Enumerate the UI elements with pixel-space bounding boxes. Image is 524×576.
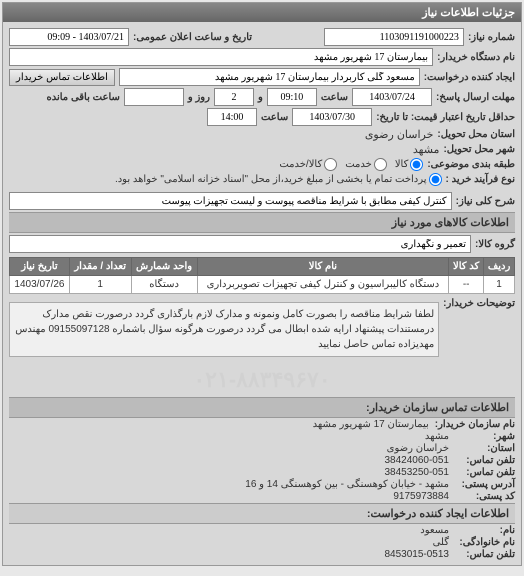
- requester-name-label: نام:: [455, 525, 515, 536]
- city-value: مشهد: [413, 143, 440, 156]
- org-name: بیمارستان 17 شهریور مشهد: [313, 419, 429, 430]
- watermark: ۰۲۱-۸۸۳۴۹۶۷۰: [9, 363, 515, 397]
- td-4: 1: [69, 276, 131, 294]
- td-1: --: [449, 276, 484, 294]
- group-field[interactable]: [9, 235, 471, 253]
- table-row[interactable]: 1 -- دستگاه کالیبراسیون و کنترل کیفی تجه…: [10, 276, 515, 294]
- requester-name: مسعود: [420, 525, 449, 536]
- response-deadline-label: مهلت ارسال پاسخ:: [436, 92, 515, 103]
- org-name-label: نام سازمان خریدار:: [435, 419, 515, 430]
- response-date-field[interactable]: [352, 88, 432, 106]
- panel-title: جزئیات اطلاعات نیاز: [3, 3, 521, 22]
- org-fax-label: تلفن تماس:: [455, 467, 515, 478]
- org-province: خراسان رضوی: [387, 443, 449, 454]
- need-number-label: شماره نیاز:: [468, 32, 515, 43]
- days-field[interactable]: [214, 88, 254, 106]
- need-desc-label: شرح کلی نیاز:: [456, 196, 515, 207]
- requester-phone: 8453015-0513: [384, 549, 449, 560]
- buyer-device-field[interactable]: [9, 48, 433, 66]
- requester-phone-label: تلفن تماس:: [455, 549, 515, 560]
- announce-label: تاریخ و ساعت اعلان عمومی:: [133, 32, 252, 43]
- contact-info-button[interactable]: اطلاعات تماس خریدار: [9, 69, 115, 86]
- td-5: 1403/07/26: [10, 276, 70, 294]
- th-3: واحد شمارش: [131, 258, 197, 276]
- hour-label-2: ساعت: [261, 112, 288, 123]
- hour-label-1: ساعت: [321, 92, 348, 103]
- radio-kala[interactable]: [410, 158, 423, 171]
- need-desc-field[interactable]: [9, 192, 452, 210]
- requester-lastname: گلی: [433, 537, 449, 548]
- province-label: استان محل تحویل:: [437, 129, 515, 140]
- radio-kala-label[interactable]: کالا: [395, 158, 424, 171]
- org-city-label: شهر:: [455, 431, 515, 442]
- th-4: تعداد / مقدار: [69, 258, 131, 276]
- td-0: 1: [484, 276, 515, 294]
- validity-date-field[interactable]: [292, 108, 372, 126]
- remaining-label: ساعت باقی مانده: [46, 92, 119, 103]
- validity-time-field[interactable]: [207, 108, 257, 126]
- process-label: نوع فرآیند خرید :: [446, 174, 515, 185]
- radio-process-label[interactable]: پرداخت تمام یا بخشی از مبلغ خرید،از محل …: [115, 173, 442, 186]
- day-label: روز و: [188, 92, 210, 103]
- radio-process[interactable]: [429, 173, 442, 186]
- th-1: کد کالا: [449, 258, 484, 276]
- org-fax: 38453250-051: [384, 467, 449, 478]
- buyer-notes-label: توضیحات خریدار:: [443, 298, 515, 309]
- radio-kala-service-label[interactable]: کالا/خدمت: [279, 158, 337, 171]
- td-2: دستگاه کالیبراسیون و کنترل کیفی تجهیزات …: [197, 276, 449, 294]
- city-label: شهر محل تحویل:: [443, 144, 515, 155]
- postal-label: آدرس پستی:: [455, 479, 515, 490]
- postal-code: 9175973884: [393, 491, 449, 502]
- org-city: مشهد: [425, 431, 449, 442]
- items-table: ردیف کد کالا نام کالا واحد شمارش تعداد /…: [9, 257, 515, 294]
- radio-service-label[interactable]: خدمت: [345, 158, 387, 171]
- need-number-field[interactable]: [324, 28, 464, 46]
- requester-lastname-label: نام خانوادگی:: [455, 537, 515, 548]
- creator-field[interactable]: [119, 68, 420, 86]
- org-phone-label: تلفن تماس:: [455, 455, 515, 466]
- radio-service[interactable]: [374, 158, 387, 171]
- postal-code-label: کد پستی:: [455, 491, 515, 502]
- org-province-label: استان:: [455, 443, 515, 454]
- postal-value: مشهد - خیابان کوهسنگی - بین کوهسنگی 14 و…: [245, 479, 449, 490]
- and-label: و: [258, 92, 263, 103]
- response-time-field[interactable]: [267, 88, 317, 106]
- table-header-row: ردیف کد کالا نام کالا واحد شمارش تعداد /…: [10, 258, 515, 276]
- th-5: تاریخ نیاز: [10, 258, 70, 276]
- radio-kala-service[interactable]: [324, 158, 337, 171]
- td-3: دستگاه: [131, 276, 197, 294]
- announce-field[interactable]: [9, 28, 129, 46]
- items-header: اطلاعات کالاهای مورد نیاز: [9, 212, 515, 233]
- category-radio-group: کالا خدمت کالا/خدمت: [279, 158, 423, 171]
- province-value: خراسان رضوی: [365, 128, 434, 141]
- group-label: گروه کالا:: [475, 239, 515, 250]
- category-label: طبقه بندی موضوعی:: [427, 159, 515, 170]
- process-radio-group: پرداخت تمام یا بخشی از مبلغ خرید،از محل …: [115, 173, 442, 186]
- requester-header: اطلاعات ایجاد کننده درخواست:: [9, 503, 515, 524]
- th-2: نام کالا: [197, 258, 449, 276]
- countdown-field: [124, 88, 184, 106]
- creator-label: ایجاد کننده درخواست:: [424, 72, 515, 83]
- buyer-notes-box: لطفا شرایط مناقصه را بصورت کامل ونمونه و…: [9, 302, 439, 357]
- th-0: ردیف: [484, 258, 515, 276]
- validity-label: حداقل تاریخ اعتبار قیمت: تا تاریخ:: [376, 112, 515, 123]
- buyer-device-label: نام دستگاه خریدار:: [437, 52, 515, 63]
- org-phone: 38424060-051: [384, 455, 449, 466]
- contact-header: اطلاعات تماس سازمان خریدار:: [9, 397, 515, 418]
